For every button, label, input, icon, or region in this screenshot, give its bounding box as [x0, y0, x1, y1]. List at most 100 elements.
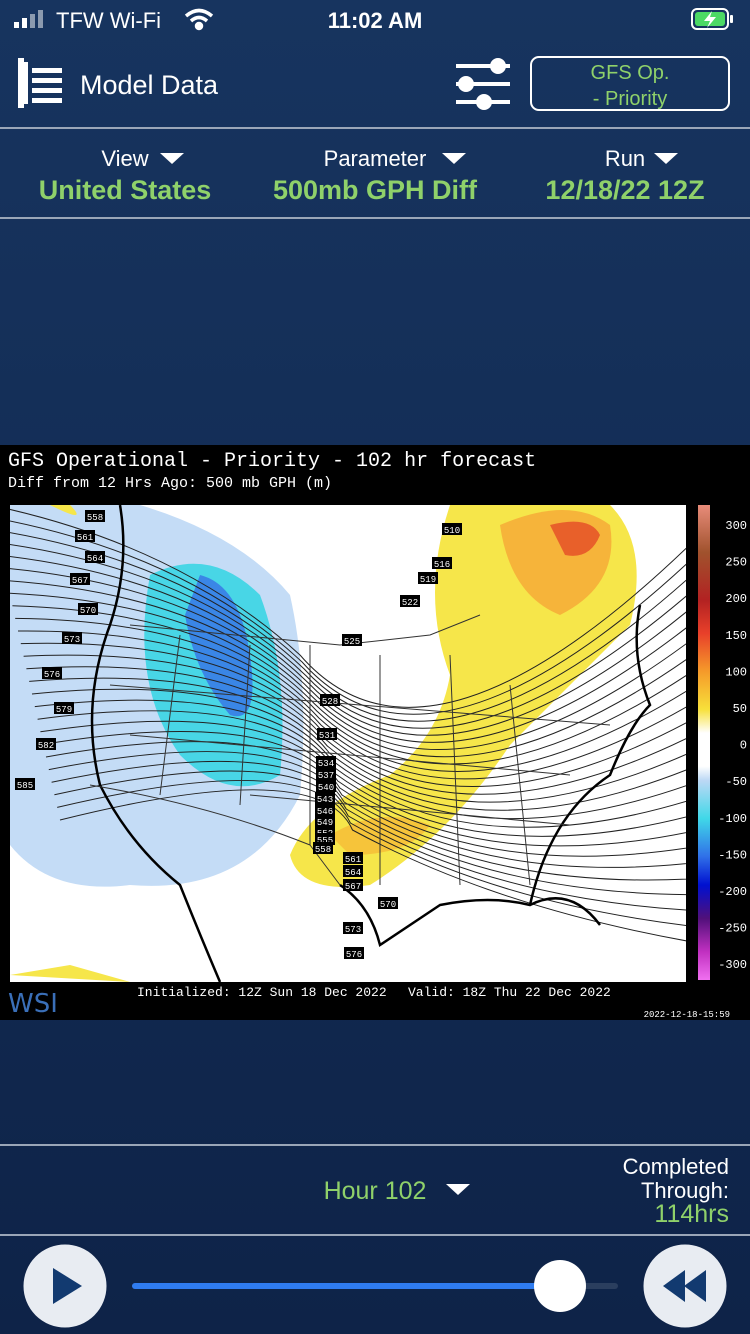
dropdown-arrow — [442, 153, 466, 164]
selector-value: United States — [39, 175, 212, 205]
contour-label: 582 — [38, 741, 54, 751]
contour-label-box — [432, 557, 452, 569]
borders — [89, 614, 611, 886]
contour-line — [10, 592, 686, 758]
colorbar-label: -100 — [718, 812, 747, 826]
contour-label: 537 — [318, 771, 334, 781]
timeline-slider[interactable] — [132, 1260, 618, 1312]
colorbar-label: 250 — [725, 556, 747, 570]
contour-label: 531 — [319, 731, 335, 741]
valid: Valid: 18Z Thu 22 Dec 2022 — [408, 985, 611, 1000]
contour-label-box — [342, 634, 362, 646]
contour-label: 564 — [345, 868, 361, 878]
model-button[interactable]: GFS Op. - Priority — [530, 56, 730, 111]
hour-value: Hour 102 — [324, 1177, 427, 1205]
rewind-button[interactable] — [640, 1241, 730, 1331]
contour-line — [10, 520, 686, 715]
contour-label: 561 — [77, 533, 93, 543]
contour-line — [40, 720, 686, 847]
contour-label-box — [15, 778, 35, 790]
contour-label: 534 — [318, 759, 334, 769]
contour-label: 585 — [17, 781, 33, 791]
contour-label: 576 — [44, 670, 60, 680]
colorbar-label: -250 — [718, 922, 747, 936]
selector-label: View — [101, 146, 148, 171]
contour-label-box — [70, 573, 90, 585]
contour-label: 555 — [317, 836, 333, 846]
contour-label: 528 — [322, 697, 338, 707]
model-button-line: - Priority — [593, 88, 667, 110]
contour-label: 567 — [345, 882, 361, 892]
screen-title: Model Data — [80, 70, 219, 100]
contour-label-box — [62, 632, 82, 644]
contour-label-box — [85, 551, 105, 563]
contour-label-box — [442, 523, 462, 535]
contour-label-box — [42, 667, 62, 679]
contour-line — [10, 544, 686, 729]
contour-line — [15, 617, 686, 772]
contour-label: 543 — [317, 795, 333, 805]
contour-label: 567 — [72, 576, 88, 586]
selector[interactable]: Parameter 500mb GPH Diff — [273, 146, 478, 205]
contour-line — [59, 789, 686, 942]
contour-label: 522 — [402, 598, 418, 608]
filter-button[interactable] — [456, 58, 510, 110]
contour-label: 570 — [380, 900, 396, 910]
dropdown-arrow — [446, 1184, 470, 1195]
dropdown-arrow — [654, 153, 678, 164]
contour-label-box — [315, 804, 335, 816]
colorbar — [698, 505, 710, 980]
menu-button[interactable] — [18, 58, 62, 108]
contour-label-box — [343, 865, 363, 877]
contour-labels: 558 561 564 567 570 573 576 579 582 585 510 516 519 5… — [15, 510, 462, 960]
contour-label: 519 — [420, 575, 436, 585]
contour-line — [43, 731, 686, 857]
contour-label-box — [418, 572, 438, 584]
contour-line — [10, 508, 686, 708]
contour-label: 576 — [346, 950, 362, 960]
contour-label: 516 — [434, 560, 450, 570]
contour-label: 561 — [345, 855, 361, 865]
divider — [0, 217, 750, 219]
contour-line — [51, 760, 686, 896]
clock: 11:02 AM — [328, 8, 423, 33]
contour-label-box — [313, 842, 333, 854]
contour-label-box — [344, 947, 364, 959]
selector[interactable]: View United States — [39, 146, 212, 205]
contour-label: 549 — [317, 818, 333, 828]
brand: WSI — [8, 989, 58, 1019]
carrier: TFW Wi-Fi — [56, 8, 161, 33]
contour-label-box — [54, 702, 74, 714]
map-area — [10, 505, 686, 982]
contour-label: 525 — [344, 637, 360, 647]
hour-selector[interactable]: Hour 102 — [324, 1177, 470, 1205]
contour-label: 564 — [87, 554, 103, 564]
selector-value: 12/18/22 12Z — [545, 175, 704, 205]
coastlines — [90, 505, 652, 982]
contour-label: 573 — [64, 635, 80, 645]
contour-label-box — [78, 603, 98, 615]
contour-label-box — [315, 815, 335, 827]
colorbar-label: 300 — [725, 519, 747, 533]
contour-line — [54, 770, 686, 911]
completed-label: Completed — [623, 1154, 729, 1179]
colorbar-label: 150 — [725, 629, 747, 643]
contour-label-box — [343, 922, 363, 934]
contour-label: 570 — [80, 606, 96, 616]
selector[interactable]: Run 12/18/22 12Z — [545, 146, 704, 205]
colorbar-label: -50 — [725, 775, 747, 789]
contour-label: 510 — [444, 526, 460, 536]
contour-label: 558 — [315, 845, 331, 855]
contour-label: 546 — [317, 807, 333, 817]
selector-label: Run — [605, 146, 645, 171]
contour-label-box — [316, 768, 336, 780]
map-title: GFS Operational - Priority - 102 hr fore… — [8, 450, 536, 473]
contour-label-box — [316, 756, 336, 768]
contour-label: 573 — [345, 925, 361, 935]
divider — [0, 1144, 750, 1146]
play-button[interactable] — [20, 1241, 110, 1331]
divider — [0, 127, 750, 129]
colorbar-label: 100 — [725, 665, 747, 679]
